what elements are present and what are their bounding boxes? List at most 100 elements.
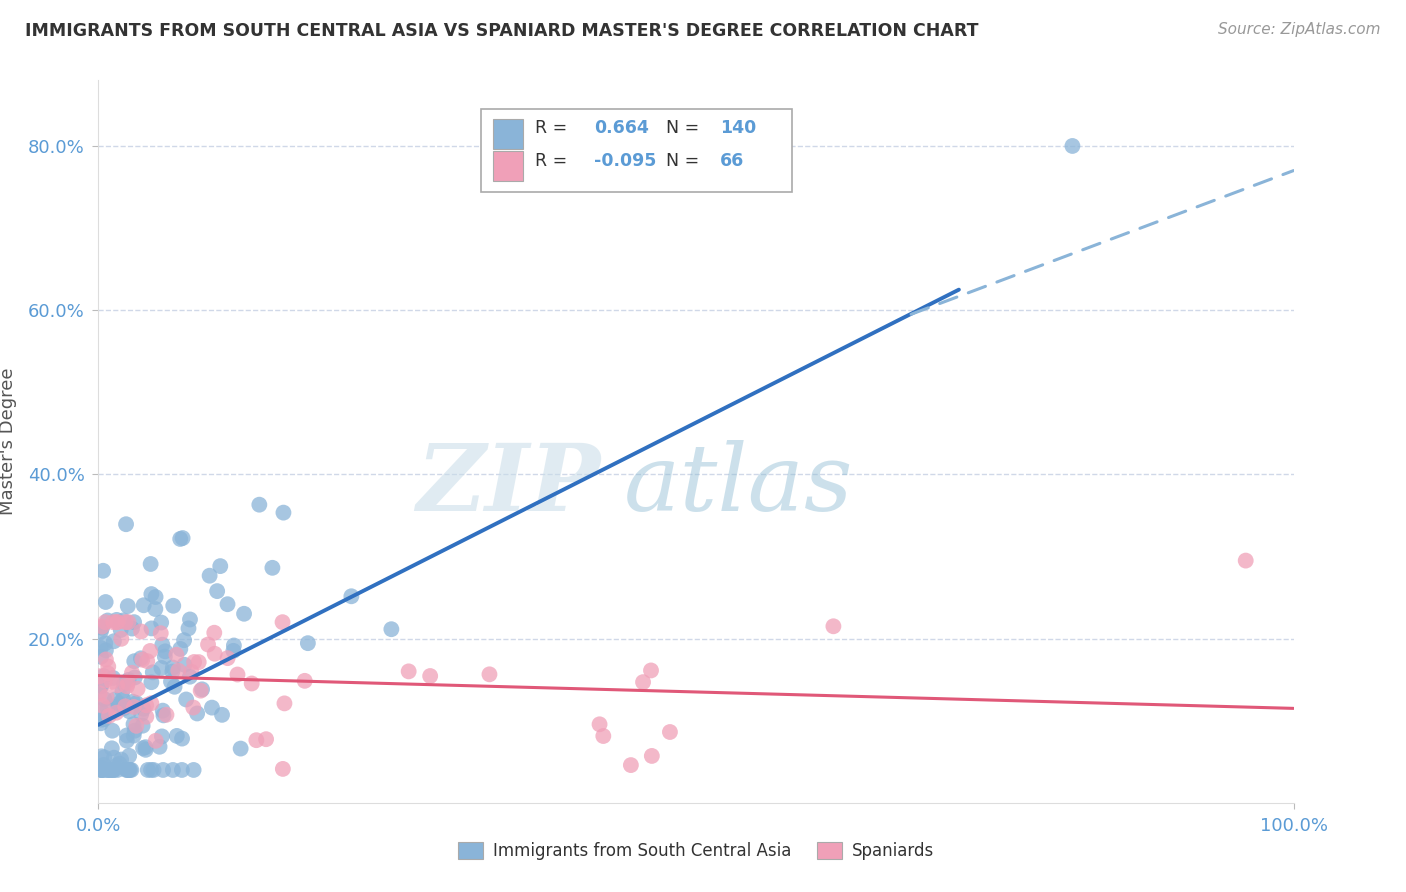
Point (150, 615, 173, 630)
Point (94, 595, 117, 609)
Point (111, 684, 134, 698)
Point (91, 619, 114, 633)
Point (160, 674, 183, 689)
Point (91, 564, 114, 578)
Point (112, 614, 135, 628)
Text: 0.664: 0.664 (595, 119, 650, 137)
Point (419, 669, 441, 683)
Point (118, 704, 141, 718)
Point (271, 615, 294, 630)
Point (588, 717, 610, 731)
Point (124, 670, 146, 684)
Point (108, 756, 131, 771)
Point (139, 644, 162, 658)
Point (153, 644, 176, 658)
Point (110, 753, 132, 767)
Point (135, 710, 157, 724)
Point (142, 665, 165, 680)
Text: N =: N = (666, 153, 699, 170)
Point (226, 667, 249, 681)
Point (91, 713, 114, 727)
Point (170, 763, 193, 777)
FancyBboxPatch shape (494, 151, 523, 181)
Point (90, 679, 112, 693)
Point (222, 644, 245, 658)
Point (122, 695, 145, 709)
Point (148, 739, 170, 754)
Point (153, 649, 176, 664)
Point (103, 763, 125, 777)
Point (90, 679, 112, 693)
Point (141, 587, 163, 601)
Point (91, 698, 114, 713)
Point (118, 763, 141, 777)
Text: atlas: atlas (624, 440, 853, 530)
Point (254, 732, 277, 747)
Point (1062, 139, 1084, 153)
Point (247, 498, 270, 512)
Point (112, 677, 135, 691)
Point (94, 636, 117, 650)
Point (131, 653, 153, 667)
Point (101, 674, 124, 689)
Point (103, 634, 125, 648)
Point (174, 692, 197, 706)
Point (107, 615, 129, 630)
Point (170, 731, 193, 746)
Y-axis label: Master's Degree: Master's Degree (0, 368, 17, 516)
Point (217, 597, 239, 611)
Point (150, 730, 173, 744)
Point (115, 763, 138, 777)
Point (98, 709, 121, 723)
Point (122, 700, 145, 714)
Point (97, 666, 120, 681)
Point (115, 728, 138, 742)
Point (94, 652, 117, 666)
Point (139, 557, 162, 571)
Point (122, 654, 145, 668)
Point (139, 763, 162, 777)
Point (294, 673, 316, 688)
Point (105, 613, 128, 627)
Point (98, 763, 121, 777)
Point (823, 619, 845, 633)
Point (91, 761, 114, 775)
Point (107, 763, 129, 777)
Point (132, 599, 155, 613)
Point (162, 660, 184, 674)
Point (122, 729, 145, 743)
Point (103, 763, 125, 777)
Point (129, 651, 152, 665)
Point (152, 704, 174, 718)
Point (93, 758, 115, 772)
Point (240, 676, 263, 690)
Point (380, 622, 402, 636)
Point (103, 750, 125, 764)
Point (297, 636, 319, 650)
Point (90, 703, 112, 717)
Point (271, 762, 294, 776)
Point (90, 716, 112, 731)
Point (143, 602, 166, 616)
Point (141, 675, 163, 690)
Point (112, 692, 135, 706)
Point (96, 690, 118, 704)
Point (117, 615, 139, 630)
Point (115, 517, 138, 532)
Point (183, 763, 205, 777)
Point (162, 665, 184, 679)
Text: Source: ZipAtlas.com: Source: ZipAtlas.com (1218, 22, 1381, 37)
Text: R =: R = (534, 119, 567, 137)
Point (90, 763, 112, 777)
Point (204, 647, 226, 661)
Point (134, 740, 156, 755)
Point (640, 664, 662, 678)
Point (93, 712, 115, 726)
Point (190, 683, 212, 698)
Point (217, 651, 239, 665)
Point (186, 706, 208, 721)
Point (101, 723, 124, 738)
Point (97, 659, 120, 673)
Point (152, 763, 174, 777)
Point (478, 667, 501, 681)
